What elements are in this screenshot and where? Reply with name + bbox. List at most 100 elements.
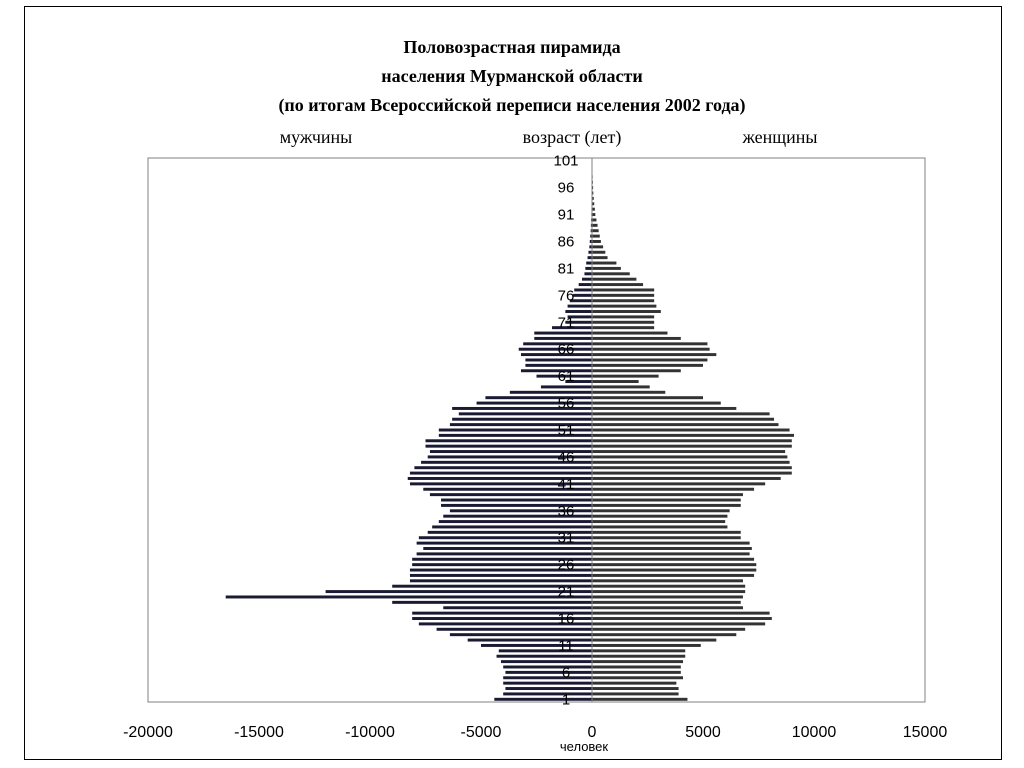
bar-men (500, 660, 592, 664)
bar-men (590, 234, 592, 238)
bar-women (592, 326, 655, 330)
bar-men (409, 482, 592, 486)
bar-men (567, 315, 592, 319)
x-tick-label: -20000 (123, 724, 173, 741)
bar-men (540, 385, 592, 389)
bar-women (592, 649, 686, 653)
bar-men (421, 460, 592, 464)
x-tick-label: -10000 (345, 724, 395, 741)
bar-men (449, 423, 592, 427)
bar-men (443, 606, 592, 610)
bar-men (534, 331, 592, 335)
bar-women (592, 390, 666, 394)
bar-women (592, 283, 644, 287)
bar-men (423, 487, 592, 491)
bar-men (588, 250, 592, 254)
bar-men (438, 433, 592, 437)
bar-women (592, 606, 743, 610)
bar-women (592, 256, 608, 260)
bar-men (427, 455, 592, 459)
bar-women (592, 433, 795, 437)
bar-men (409, 579, 592, 583)
bar-women (592, 342, 708, 346)
bar-men (325, 590, 592, 594)
x-axis-unit-label: человек (559, 739, 609, 754)
bar-men (590, 229, 592, 233)
bar-men (518, 347, 592, 351)
bar-men (520, 369, 592, 373)
bar-women (592, 250, 606, 254)
bar-men (534, 336, 592, 340)
bar-men (584, 272, 592, 276)
bar-men (585, 266, 592, 270)
x-tick-label: 0 (588, 724, 597, 741)
bar-women (592, 240, 601, 243)
bar-men (573, 293, 592, 297)
age-tick-label: 56 (558, 395, 575, 412)
bar-women (592, 272, 630, 276)
bar-women (592, 692, 679, 696)
bar-women (592, 363, 703, 367)
bar-men (409, 568, 592, 572)
bar-men (481, 643, 592, 647)
bar-women (592, 530, 741, 534)
bar-women (592, 547, 752, 550)
bar-women (592, 417, 775, 421)
bar-men (498, 649, 592, 653)
bar-women (592, 353, 717, 357)
bar-women (592, 234, 600, 238)
bar-men (589, 245, 592, 249)
bar-women (592, 487, 755, 491)
bar-women (592, 320, 655, 324)
bar-men (392, 584, 592, 588)
bar-women (592, 213, 596, 217)
bar-women (592, 202, 595, 206)
x-tick-label: 10000 (792, 724, 837, 741)
bar-men (425, 444, 592, 448)
bar-men (392, 600, 592, 604)
women-label: женщины (742, 127, 818, 147)
bar-men (449, 633, 592, 637)
bar-women (592, 288, 655, 292)
bar-men (409, 471, 592, 475)
bar-women (592, 406, 737, 410)
bar-men (416, 552, 592, 556)
bar-men (449, 509, 592, 513)
bar-women (592, 660, 684, 664)
bar-women (592, 229, 599, 233)
x-tick-label: 5000 (685, 724, 721, 741)
bar-men (586, 261, 592, 265)
bar-men (485, 396, 592, 400)
bar-men (452, 406, 592, 410)
bar-women (592, 611, 770, 615)
bar-women (592, 223, 598, 227)
x-tick-label: -15000 (234, 724, 284, 741)
bar-men (436, 627, 592, 631)
bar-men (578, 283, 592, 287)
bar-women (592, 336, 681, 340)
bar-men (429, 493, 592, 497)
bar-men (505, 687, 592, 691)
bar-men (509, 390, 592, 394)
bar-men (438, 520, 592, 524)
bar-women (592, 401, 721, 405)
age-tick-label: 76 (558, 287, 575, 304)
bar-women (592, 245, 604, 249)
bar-men (523, 342, 592, 346)
bar-women (592, 584, 746, 588)
bar-men (418, 536, 592, 540)
bar-women (592, 412, 770, 416)
age-tick-label: 1 (562, 691, 570, 708)
bar-women (592, 261, 617, 265)
bar-women (592, 563, 757, 567)
age-tick-label: 86 (558, 233, 575, 250)
bar-men (407, 476, 592, 480)
bar-women (592, 476, 781, 480)
bar-women (592, 503, 741, 507)
bar-men (503, 681, 592, 685)
age-tick-label: 36 (558, 503, 575, 520)
bar-women (592, 299, 655, 303)
age-tick-label: 6 (562, 664, 570, 681)
bar-women (592, 380, 639, 384)
